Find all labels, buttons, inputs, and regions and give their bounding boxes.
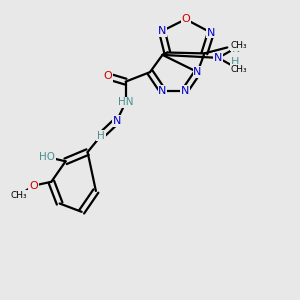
Text: N: N	[232, 44, 240, 54]
Text: N: N	[181, 85, 189, 96]
Text: CH₃: CH₃	[11, 191, 28, 200]
Text: N: N	[158, 26, 166, 36]
Text: N: N	[112, 116, 121, 126]
Text: O: O	[29, 181, 38, 191]
Text: HN: HN	[118, 98, 134, 107]
Text: N: N	[194, 67, 202, 77]
Text: H: H	[97, 131, 105, 141]
Text: O: O	[103, 71, 112, 81]
Text: N: N	[214, 53, 223, 63]
Text: O: O	[181, 14, 190, 24]
Text: H: H	[230, 57, 239, 67]
Text: N: N	[158, 85, 167, 96]
Text: CH₃: CH₃	[230, 65, 247, 74]
Text: HO: HO	[40, 152, 56, 162]
Text: CH₃: CH₃	[231, 41, 247, 50]
Text: N: N	[207, 28, 215, 38]
